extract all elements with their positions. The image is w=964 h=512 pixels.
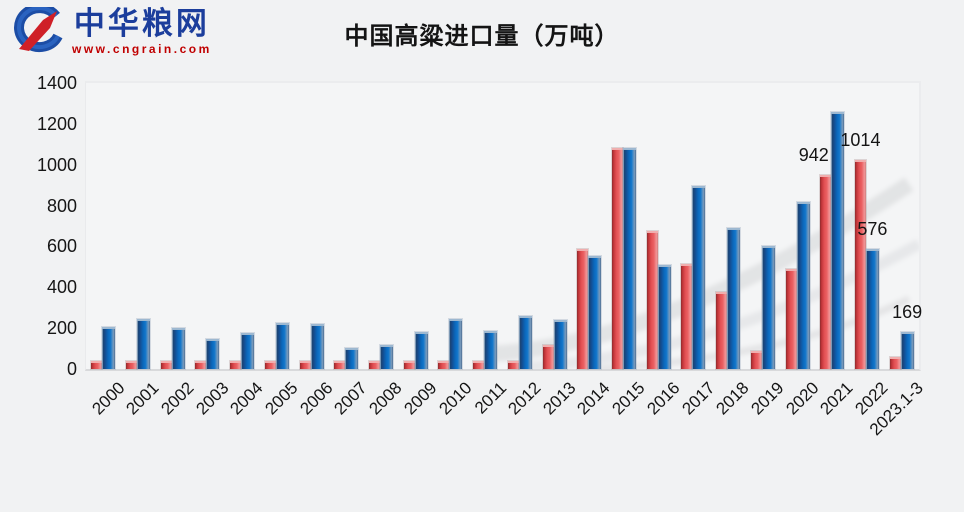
x-axis-label: 2011 <box>470 378 510 418</box>
x-axis-label: 2005 <box>261 378 302 419</box>
bar-red-2022 <box>854 159 866 369</box>
bar-blue-2019 <box>761 245 775 369</box>
bar-blue-2014 <box>588 256 602 369</box>
bar-red-2009 <box>403 361 415 369</box>
x-axis-label: 2004 <box>226 378 267 419</box>
bar-blue-2005 <box>275 323 289 369</box>
x-axis-label: 2009 <box>400 378 441 419</box>
bar-red-2005 <box>264 361 276 369</box>
bar-red-2010 <box>438 361 450 369</box>
bar-red-2007 <box>334 361 346 369</box>
bar-red-2016 <box>646 231 658 369</box>
logo-url: www.cngrain.com <box>72 42 212 56</box>
x-axis-label: 2007 <box>330 378 372 419</box>
logo-name: 中华粮网 <box>73 6 210 41</box>
x-axis-label: 2002 <box>157 378 198 419</box>
bar-blue-2008 <box>380 344 394 369</box>
y-tick-label: 1000 <box>36 154 77 175</box>
bar-blue-2010 <box>449 318 463 369</box>
y-tick-label: 200 <box>46 318 77 339</box>
bar-blue-2015 <box>622 147 636 369</box>
bar-blue-2022 <box>865 249 879 369</box>
x-axis-label: 2017 <box>677 378 719 419</box>
bar-red-2023.1-3 <box>889 356 901 369</box>
x-axis-label: 2000 <box>87 378 129 419</box>
x-axis-label: 2013 <box>539 378 580 419</box>
x-axis-label: 2006 <box>296 378 337 419</box>
x-axis-label: 2014 <box>573 378 615 419</box>
bar-red-2013 <box>542 344 554 369</box>
chart-title: 中国高粱进口量（万吨） <box>344 23 620 50</box>
x-axis-label: 2001 <box>122 378 163 419</box>
bar-red-2001 <box>126 361 138 369</box>
bar-blue-2002 <box>171 327 185 369</box>
bar-blue-2006 <box>310 323 324 369</box>
data-label-red-2022: 1014 <box>840 129 881 150</box>
plot-area: 0 200 400 600 800 1000 1200 1400 2000 2001 2002 20… <box>37 73 926 439</box>
bar-blue-2003 <box>206 339 220 369</box>
bar-red-2017 <box>681 263 693 369</box>
y-tick-label: 800 <box>46 195 77 216</box>
bar-blue-2000 <box>102 327 116 369</box>
x-axis-label: 2021 <box>816 378 857 419</box>
bar-blue-2016 <box>657 264 671 369</box>
x-axis-label: 2020 <box>782 378 823 419</box>
bar-blue-2021 <box>831 112 845 369</box>
x-axis-label: 2010 <box>434 378 476 419</box>
bar-blue-2023.1-3 <box>900 332 914 369</box>
y-tick-label: 600 <box>46 236 77 257</box>
bar-red-2021 <box>820 174 832 369</box>
y-tick-label: 400 <box>46 277 77 298</box>
bar-blue-2007 <box>345 348 359 369</box>
x-axis-label: 2019 <box>747 378 788 419</box>
x-axis-label: 2015 <box>608 378 649 419</box>
x-axis-label: 2016 <box>643 378 684 419</box>
y-tick-label: 1200 <box>36 113 77 134</box>
x-axis-label: 2008 <box>365 378 406 419</box>
cngrain-logo-icon <box>14 7 63 53</box>
bar-blue-2004 <box>241 332 255 369</box>
x-axis-label: 2018 <box>712 378 753 419</box>
bar-blue-2018 <box>727 227 741 369</box>
bar-red-2006 <box>299 361 311 369</box>
bar-red-2002 <box>160 361 172 369</box>
bar-red-2003 <box>195 361 207 369</box>
bar-red-2020 <box>785 268 797 369</box>
bar-red-2000 <box>91 361 103 369</box>
bar-red-2008 <box>369 361 381 369</box>
x-axis-label: 2012 <box>504 378 545 419</box>
bar-red-2004 <box>230 361 242 369</box>
bar-red-2011 <box>473 361 485 369</box>
bar-red-2014 <box>577 248 589 369</box>
y-tick-label: 1400 <box>36 73 77 93</box>
data-label-blue-2023.1-3: 169 <box>892 302 923 323</box>
y-tick-label: 0 <box>66 359 77 379</box>
bar-blue-2013 <box>553 319 567 369</box>
cngrain-logo: 中华粮网 www.cngrain.com <box>10 7 212 57</box>
bar-red-2012 <box>507 361 519 369</box>
bar-blue-2001 <box>137 318 151 369</box>
x-axis-label: 2003 <box>192 378 233 419</box>
data-label-red-2021: 942 <box>798 144 829 165</box>
data-label-blue-2022: 576 <box>857 219 888 240</box>
bar-red-2015 <box>611 148 623 369</box>
bar-blue-2011 <box>484 330 498 369</box>
bar-blue-2020 <box>796 201 810 369</box>
bar-blue-2017 <box>692 186 706 369</box>
bar-blue-2012 <box>518 315 532 369</box>
bar-blue-2009 <box>414 331 428 369</box>
bar-red-2019 <box>750 350 762 369</box>
bar-red-2018 <box>716 292 728 369</box>
